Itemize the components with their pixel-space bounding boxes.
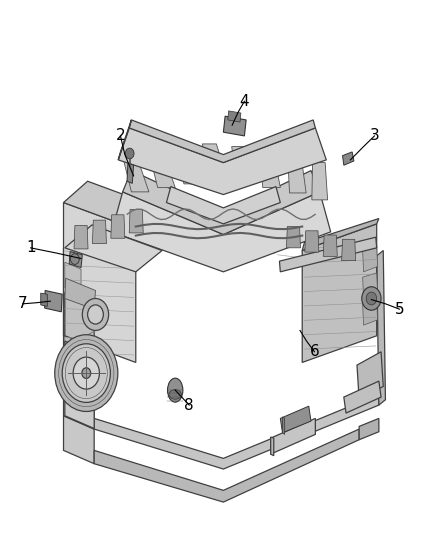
Polygon shape bbox=[65, 278, 95, 309]
Polygon shape bbox=[118, 120, 131, 160]
Polygon shape bbox=[64, 203, 136, 362]
Polygon shape bbox=[302, 219, 379, 251]
Polygon shape bbox=[280, 406, 311, 433]
Circle shape bbox=[71, 254, 79, 264]
Polygon shape bbox=[112, 192, 331, 272]
Polygon shape bbox=[65, 262, 81, 296]
Polygon shape bbox=[305, 231, 319, 252]
Polygon shape bbox=[363, 246, 378, 272]
Circle shape bbox=[362, 287, 381, 310]
Polygon shape bbox=[64, 416, 94, 464]
Polygon shape bbox=[359, 418, 379, 440]
Ellipse shape bbox=[169, 390, 181, 399]
Polygon shape bbox=[286, 227, 300, 248]
Circle shape bbox=[82, 298, 109, 330]
Polygon shape bbox=[279, 237, 377, 272]
Polygon shape bbox=[232, 147, 254, 184]
Polygon shape bbox=[223, 116, 246, 136]
Polygon shape bbox=[45, 290, 62, 312]
Circle shape bbox=[88, 305, 103, 324]
Polygon shape bbox=[129, 120, 315, 163]
Polygon shape bbox=[74, 225, 88, 249]
Circle shape bbox=[62, 344, 110, 402]
Polygon shape bbox=[64, 181, 160, 229]
Polygon shape bbox=[175, 147, 201, 184]
Polygon shape bbox=[65, 321, 81, 354]
Text: 7: 7 bbox=[18, 296, 28, 311]
Polygon shape bbox=[323, 235, 337, 256]
Polygon shape bbox=[228, 111, 241, 122]
Text: 2: 2 bbox=[116, 128, 125, 143]
Polygon shape bbox=[64, 248, 94, 429]
Text: 3: 3 bbox=[370, 128, 379, 143]
Polygon shape bbox=[202, 144, 228, 181]
Polygon shape bbox=[65, 225, 162, 272]
Circle shape bbox=[73, 357, 99, 389]
Polygon shape bbox=[122, 155, 149, 192]
Polygon shape bbox=[92, 220, 106, 244]
Polygon shape bbox=[342, 239, 356, 261]
Polygon shape bbox=[271, 418, 315, 454]
Circle shape bbox=[55, 335, 118, 411]
Polygon shape bbox=[41, 293, 47, 306]
Polygon shape bbox=[111, 215, 125, 238]
Text: 1: 1 bbox=[26, 240, 35, 255]
Polygon shape bbox=[69, 252, 82, 268]
Polygon shape bbox=[271, 437, 274, 456]
Polygon shape bbox=[288, 156, 306, 193]
Polygon shape bbox=[363, 300, 378, 325]
Polygon shape bbox=[283, 417, 285, 434]
Polygon shape bbox=[94, 394, 379, 469]
Circle shape bbox=[366, 292, 377, 305]
Polygon shape bbox=[377, 251, 385, 405]
Polygon shape bbox=[118, 128, 326, 195]
Polygon shape bbox=[94, 429, 359, 502]
Polygon shape bbox=[65, 341, 94, 429]
Polygon shape bbox=[343, 152, 354, 165]
Polygon shape bbox=[312, 163, 328, 200]
Text: 6: 6 bbox=[310, 344, 319, 359]
Text: 4: 4 bbox=[240, 94, 249, 109]
Polygon shape bbox=[123, 171, 320, 235]
Polygon shape bbox=[357, 352, 383, 400]
Polygon shape bbox=[127, 163, 134, 183]
Circle shape bbox=[125, 148, 134, 159]
Polygon shape bbox=[166, 187, 280, 224]
Polygon shape bbox=[148, 150, 175, 188]
Polygon shape bbox=[259, 150, 280, 188]
Polygon shape bbox=[302, 224, 377, 362]
Polygon shape bbox=[344, 381, 381, 413]
Polygon shape bbox=[363, 273, 378, 298]
Text: 5: 5 bbox=[395, 302, 404, 317]
Polygon shape bbox=[65, 292, 81, 325]
Circle shape bbox=[82, 368, 91, 378]
Polygon shape bbox=[65, 293, 94, 346]
Text: 8: 8 bbox=[184, 398, 194, 413]
Polygon shape bbox=[129, 209, 143, 233]
Ellipse shape bbox=[168, 378, 183, 402]
